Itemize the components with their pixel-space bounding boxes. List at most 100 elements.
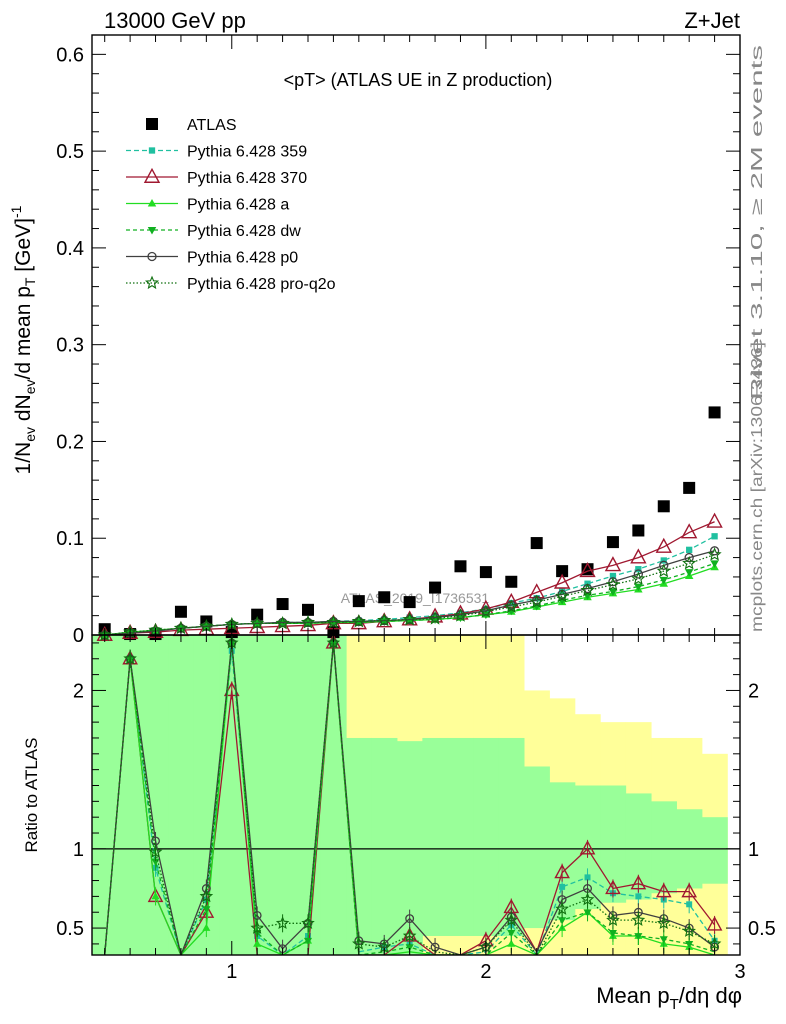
- series-point: [202, 623, 211, 631]
- band-inner: [92, 635, 118, 955]
- ratio-point: [605, 879, 621, 895]
- legend-entry: Pythia 6.428 370: [126, 167, 307, 187]
- series-point: [686, 546, 693, 553]
- series-point: [659, 560, 669, 570]
- series-point: [579, 561, 596, 578]
- legend-marker: [147, 227, 157, 235]
- ratio-point: [148, 844, 163, 858]
- series-point: [655, 537, 672, 553]
- series-point: [630, 548, 647, 564]
- uncertainty-bands: [92, 635, 740, 955]
- x-axis-title: Mean pT/dη dφ: [596, 983, 742, 1013]
- series-point: [351, 614, 366, 628]
- legend-marker: [148, 147, 156, 154]
- legend-marker: [143, 167, 161, 183]
- series-point: [352, 595, 365, 608]
- series-point: [454, 560, 467, 573]
- series-point: [557, 597, 567, 605]
- ratio-point: [583, 909, 592, 917]
- ratio-tick-label-right: 1: [748, 839, 759, 861]
- ratio-point: [584, 874, 591, 881]
- band-inner: [524, 766, 550, 929]
- ratio-point: [151, 892, 160, 900]
- x-tick-label: 1: [226, 961, 237, 983]
- series-point: [251, 608, 264, 621]
- series-point: [403, 596, 416, 609]
- series-point: [507, 607, 516, 616]
- series-point: [708, 406, 721, 419]
- series-point: [631, 571, 646, 585]
- main-series-layer: [96, 406, 723, 642]
- band-inner: [371, 737, 398, 955]
- ratio-point: [507, 939, 516, 947]
- ratio-point: [402, 928, 417, 942]
- x-tick-label: 3: [734, 961, 745, 983]
- series-0: [98, 406, 721, 641]
- legend-entry: Pythia 6.428 a: [126, 197, 289, 214]
- ratio-point: [655, 882, 672, 898]
- ratio-tick-label: 1: [73, 839, 84, 861]
- legend-entry: Pythia 6.428 p0: [126, 250, 298, 267]
- ratio-point: [686, 901, 693, 908]
- ratio-point: [635, 893, 642, 900]
- ratio-point: [326, 635, 341, 649]
- legend-label: Pythia 6.428 359: [187, 144, 307, 161]
- header-right: Z+Jet: [684, 8, 740, 33]
- legend-marker: [147, 251, 157, 262]
- legend-label: Pythia 6.428 dw: [187, 223, 301, 240]
- ratio-point: [559, 883, 566, 890]
- series-point: [453, 608, 468, 622]
- series-point: [174, 605, 187, 618]
- series-point: [556, 565, 569, 578]
- ratio-point: [630, 874, 647, 890]
- ratio-point: [301, 916, 315, 930]
- legend-label: Pythia 6.428 p0: [187, 250, 298, 267]
- series-point: [684, 552, 694, 563]
- legend-label: Pythia 6.428 a: [187, 197, 289, 214]
- series-point: [609, 572, 617, 580]
- series-point: [555, 588, 570, 603]
- axes: 1 2 3 0 0.1 0.2 0.3 0.4 0.5 0.6 0.5 0.5 1 1 2 2: [56, 34, 776, 983]
- series-point: [529, 594, 544, 609]
- ratio-point: [405, 944, 414, 952]
- series-point: [656, 563, 671, 578]
- ratio-point: [250, 920, 264, 934]
- band-inner: [651, 801, 677, 894]
- ratio-point: [507, 929, 516, 938]
- series-point: [633, 569, 644, 579]
- ratio-point: [608, 929, 617, 938]
- series-point: [608, 588, 618, 596]
- band-inner: [447, 737, 474, 936]
- band-inner: [320, 635, 347, 955]
- series-point: [659, 576, 669, 585]
- band-inner: [701, 817, 728, 884]
- band-inner: [244, 635, 271, 955]
- legend-label: Pythia 6.428 370: [187, 170, 307, 187]
- band-inner: [168, 635, 195, 955]
- legend-marker: [144, 275, 160, 290]
- y-tick-label: 0.2: [56, 431, 84, 453]
- series-point: [429, 581, 442, 594]
- ratio-point: [579, 840, 596, 855]
- y-tick-label: 0.4: [56, 238, 84, 260]
- series-point: [634, 583, 643, 592]
- legend: ATLAS Pythia 6.428 359 Pythia 6.428 370 Pyt…: [126, 117, 336, 293]
- series-line: [104, 554, 715, 636]
- ratio-point: [681, 882, 698, 898]
- ratio-point: [558, 917, 567, 925]
- ratio-point: [199, 889, 214, 903]
- ratio-point: [682, 924, 696, 937]
- y-tick-label: 0: [73, 625, 84, 647]
- ratio-point: [555, 901, 569, 915]
- series-point: [657, 500, 670, 513]
- y-tick-label: 0.6: [56, 44, 84, 66]
- ratio-point: [303, 937, 313, 946]
- ratio-point: [405, 914, 415, 924]
- chart-title: <pT> (ATLAS UE in Z production): [284, 70, 553, 90]
- ratio-frame: [91, 634, 741, 956]
- ratio-series-5: [104, 635, 722, 955]
- series-point: [684, 569, 694, 577]
- svg-text:Mean pT/dη dφ: Mean pT/dη dφ: [596, 983, 742, 1013]
- ratio-tick-label: 0.5: [56, 918, 84, 940]
- legend-entry: Pythia 6.428 dw: [126, 223, 301, 240]
